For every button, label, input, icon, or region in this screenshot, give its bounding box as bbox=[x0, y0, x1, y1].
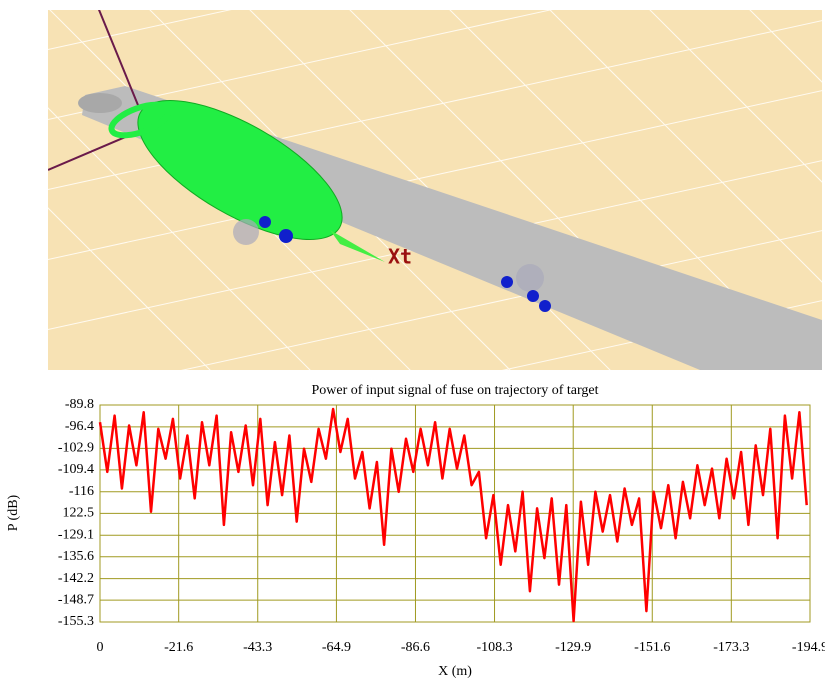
scatter-point bbox=[259, 216, 271, 228]
x-tick-label: -151.6 bbox=[634, 640, 670, 655]
target-scatter bbox=[516, 264, 544, 292]
axis-line bbox=[48, 134, 131, 171]
y-tick-label: -109.4 bbox=[58, 462, 94, 477]
chart-title: Power of input signal of fuse on traject… bbox=[311, 383, 598, 398]
target-scatter bbox=[233, 219, 259, 245]
y-tick-label: -135.6 bbox=[58, 549, 94, 564]
scene: Xt bbox=[48, 10, 822, 370]
scatter-point bbox=[527, 290, 539, 302]
x-tick-label: -21.6 bbox=[164, 640, 193, 655]
antenna-lobe bbox=[108, 101, 172, 139]
antenna-lobe bbox=[137, 100, 343, 240]
y-tick-label: -148.7 bbox=[58, 592, 94, 607]
y-tick-label: 122.5 bbox=[63, 506, 95, 521]
x-tick-label: -43.3 bbox=[243, 640, 272, 655]
axis-line bbox=[98, 10, 141, 111]
y-tick-label: -116 bbox=[69, 484, 94, 499]
antenna-lobe bbox=[330, 230, 385, 262]
scatter-point bbox=[279, 229, 293, 243]
target-label: Xt bbox=[388, 245, 412, 269]
y-tick-label: -142.2 bbox=[58, 571, 94, 586]
x-tick-label: -64.9 bbox=[322, 640, 351, 655]
x-tick-label: -129.9 bbox=[555, 640, 591, 655]
y-tick-label: -96.4 bbox=[65, 419, 94, 434]
signal-line bbox=[98, 407, 808, 623]
y-tick-label: -89.8 bbox=[65, 397, 94, 412]
projectile bbox=[78, 93, 122, 113]
x-tick-label: -108.3 bbox=[476, 640, 512, 655]
y-axis-label: P (dB) bbox=[6, 494, 21, 531]
x-tick-label: -86.6 bbox=[401, 640, 430, 655]
y-tick-label: -102.9 bbox=[58, 441, 94, 456]
x-axis-label: X (m) bbox=[438, 664, 472, 679]
y-tick-label: -155.3 bbox=[58, 614, 94, 629]
scatter-point bbox=[501, 276, 513, 288]
plot: -89.8 -96.4 -102.9 -109.4 -116 122.5 -129.1 -13… bbox=[58, 397, 825, 655]
x-tick-label: -173.3 bbox=[713, 640, 749, 655]
scatter-point bbox=[539, 300, 551, 312]
x-tick-label: 0 bbox=[97, 640, 104, 655]
y-tick-label: -129.1 bbox=[58, 527, 94, 542]
x-tick-label: -194.9 bbox=[792, 640, 825, 655]
